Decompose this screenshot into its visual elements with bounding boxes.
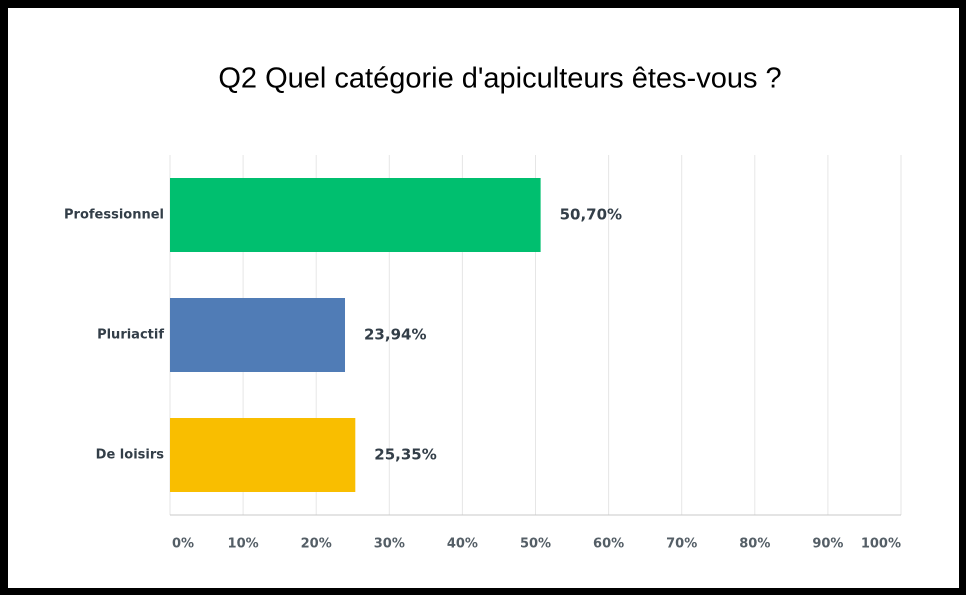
x-tick-label: 50% [520, 537, 551, 552]
x-tick-label: 10% [228, 537, 259, 552]
bar [170, 418, 356, 492]
x-tick-label: 80% [739, 537, 770, 552]
bar [170, 298, 346, 372]
category-label: Professionnel [64, 208, 164, 223]
x-tick-label: 30% [374, 537, 405, 552]
x-tick-label: 90% [812, 537, 843, 552]
x-tick-label: 0% [172, 537, 194, 552]
value-label: 25,35% [374, 446, 436, 464]
category-label: De loisirs [96, 448, 165, 463]
value-label: 50,70% [560, 206, 622, 224]
x-tick-label: 40% [447, 537, 478, 552]
value-label: 23,94% [364, 326, 426, 344]
x-tick-label: 20% [301, 537, 332, 552]
bar [170, 178, 541, 252]
x-tick-label: 100% [861, 537, 901, 552]
category-label: Pluriactif [97, 328, 164, 343]
x-tick-label: 70% [666, 537, 697, 552]
chart-title: Q2 Quel catégorie d'apiculteurs êtes-vou… [218, 63, 781, 95]
x-tick-label: 60% [593, 537, 624, 552]
